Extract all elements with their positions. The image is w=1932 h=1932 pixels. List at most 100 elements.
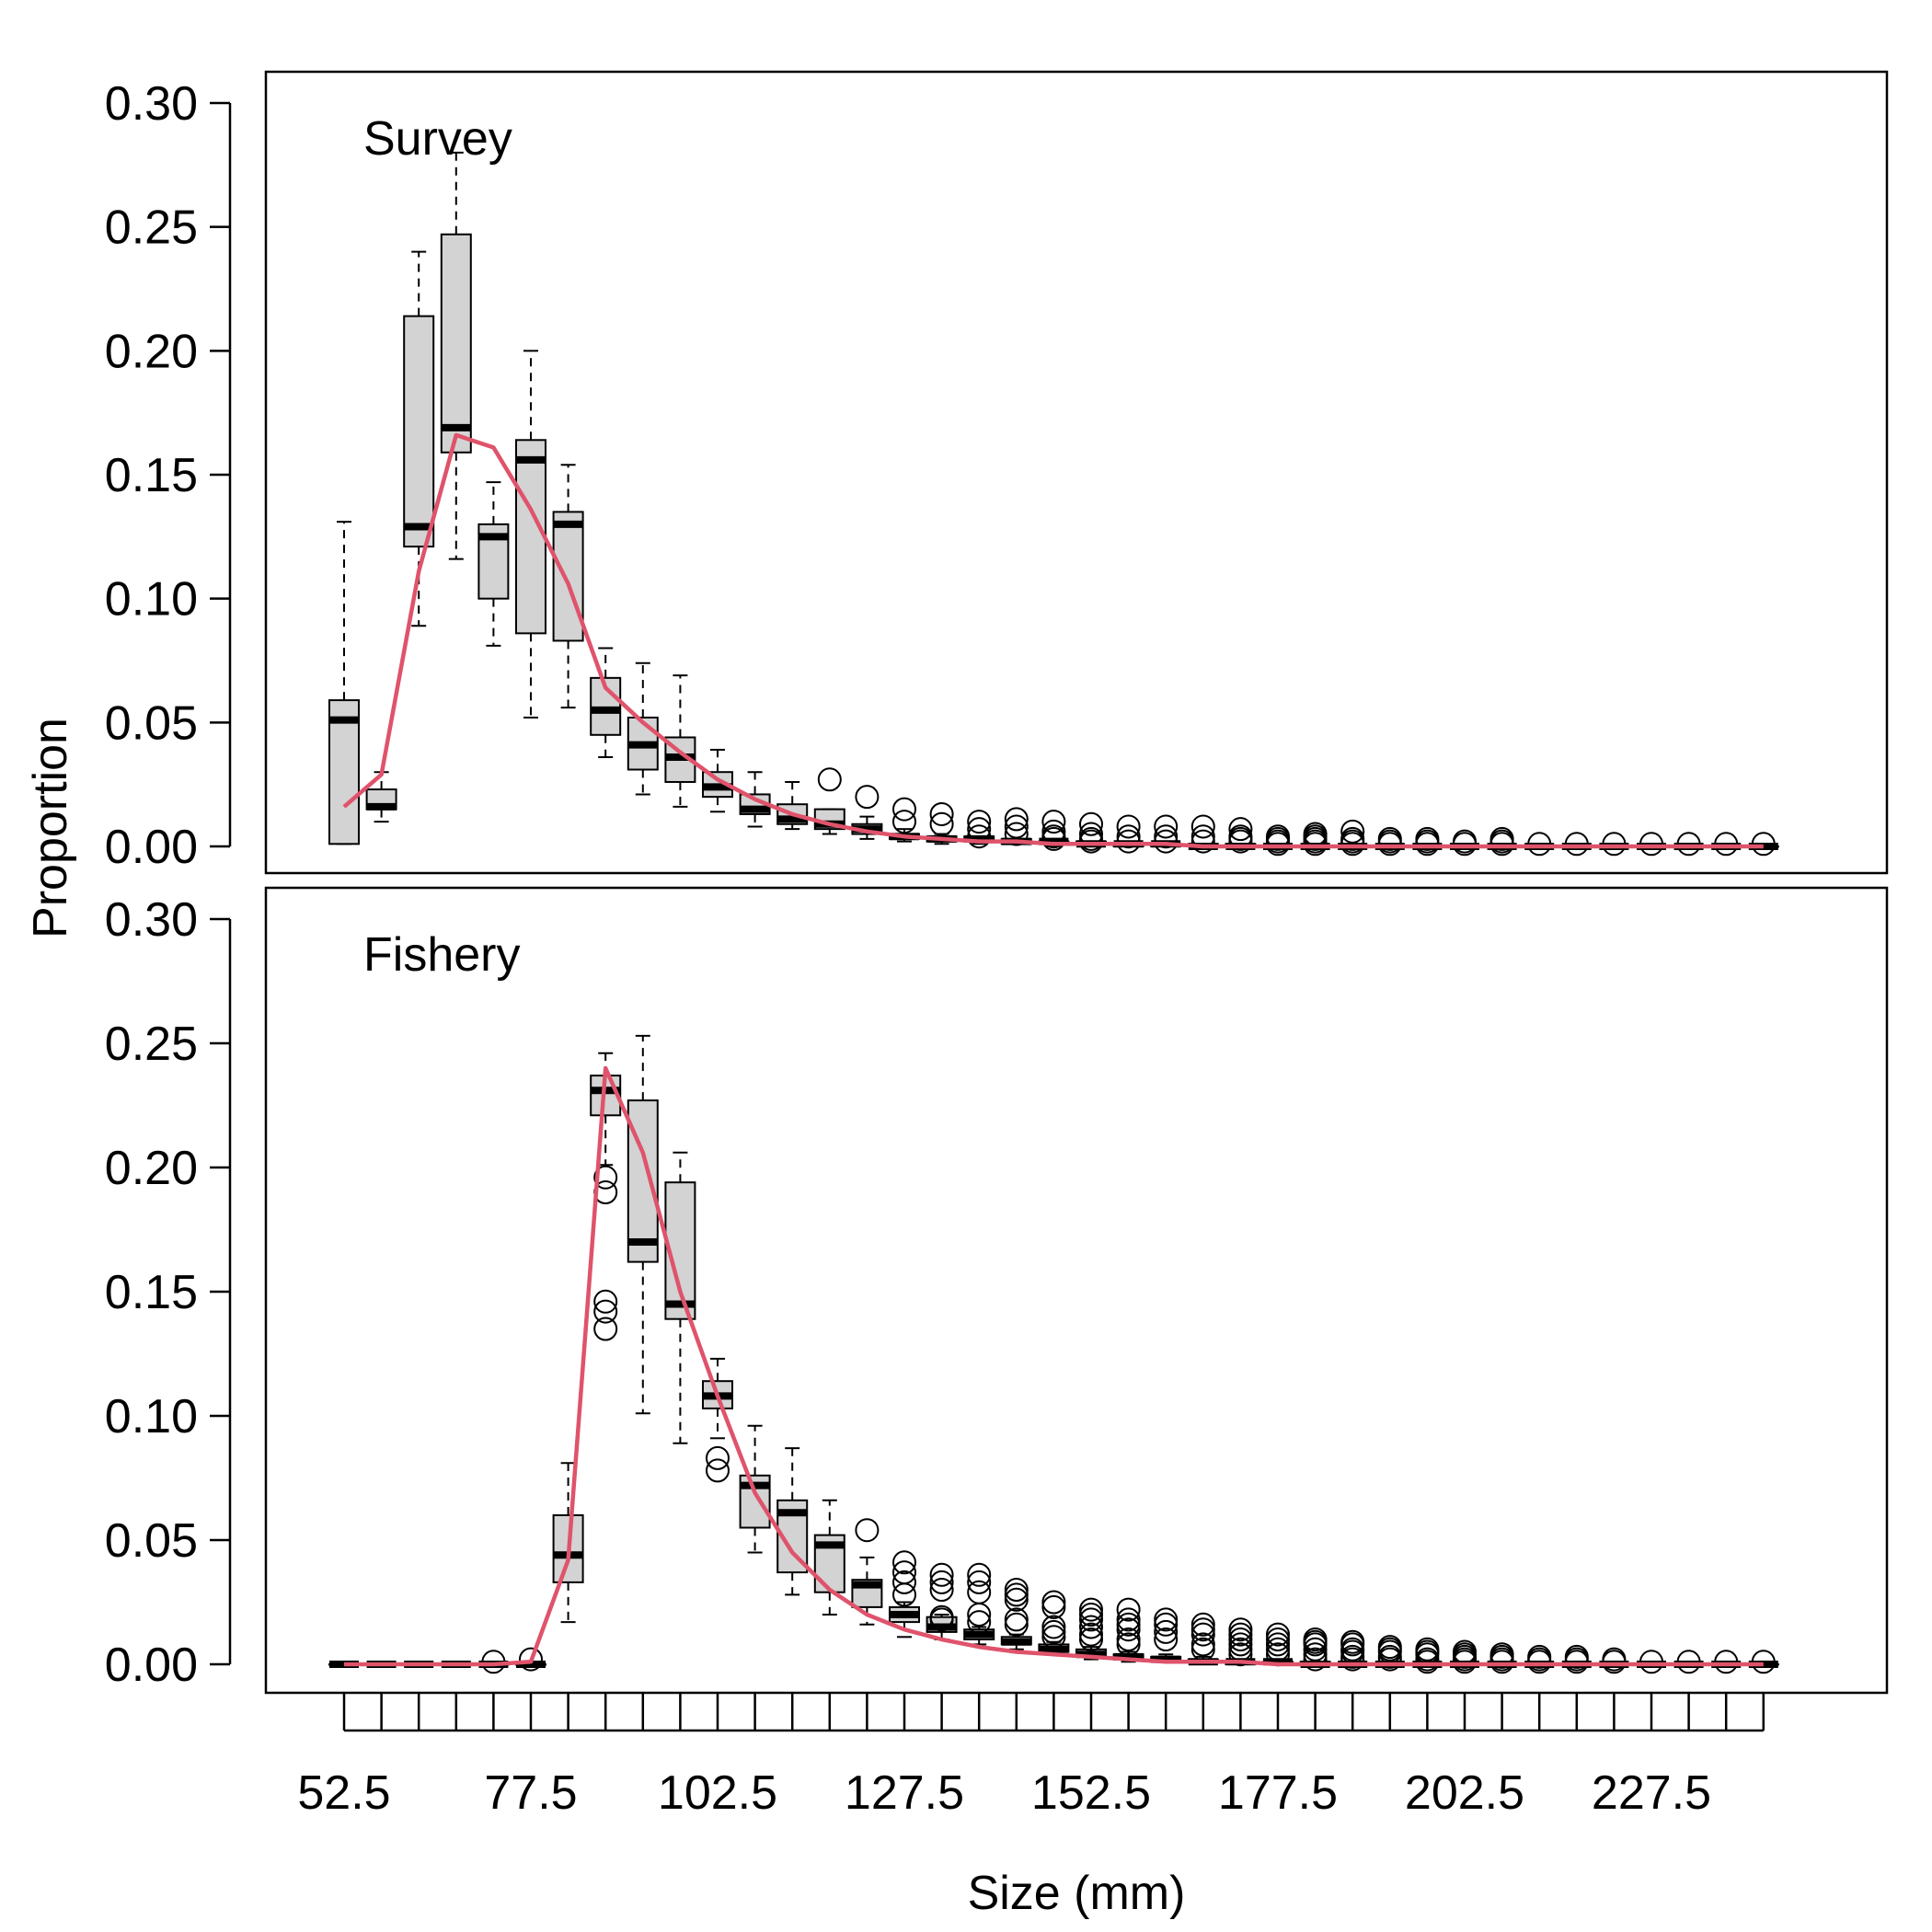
outlier-point <box>1154 1619 1179 1644</box>
box <box>889 1550 920 1639</box>
y-tick-label: 0.20 <box>105 325 198 378</box>
y-axis: 0.00 0.05 0.10 0.15 0.20 0.25 0.30 <box>105 77 232 874</box>
box <box>477 481 510 647</box>
outlier-point <box>1714 832 1739 857</box>
outlier-point <box>1340 832 1365 857</box>
outlier-point <box>967 1562 992 1587</box>
outlier-point <box>1190 1632 1215 1657</box>
outlier-point <box>1453 1650 1477 1674</box>
x-tick-label: 77.5 <box>484 1766 577 1820</box>
outlier-point <box>519 1647 543 1672</box>
outlier-point <box>1190 1622 1215 1647</box>
outlier-point <box>1154 814 1179 839</box>
outlier-point <box>1154 1612 1179 1637</box>
box-rect <box>440 233 472 454</box>
y-axis: 0.00 0.05 0.10 0.15 0.20 0.25 0.30 <box>105 893 232 1692</box>
outlier-point <box>1266 1632 1290 1657</box>
x-tick-label: 52.5 <box>297 1766 390 1820</box>
outlier-point <box>1116 824 1141 849</box>
outlier-point <box>892 1570 916 1594</box>
outlier-point <box>1303 832 1328 857</box>
outlier-point <box>1377 1647 1402 1672</box>
x-axis: 52.5 77.5 102.5 127.5 152.5 177.5 202.5 227.5 <box>297 1693 1765 1820</box>
outlier-point <box>1079 811 1103 836</box>
outlier-point <box>1228 1622 1253 1647</box>
box <box>1075 1597 1107 1661</box>
outlier-point <box>706 1458 730 1483</box>
box-rect <box>328 699 360 845</box>
outlier-point <box>1004 1612 1029 1637</box>
outlier-point <box>929 811 954 836</box>
outlier-point <box>1415 1650 1440 1674</box>
outlier-point <box>1004 1587 1029 1612</box>
outlier-point <box>1041 1594 1066 1619</box>
outlier-point <box>1004 1578 1029 1602</box>
outlier-point <box>1228 1642 1253 1667</box>
y-tick-label: 0.15 <box>105 449 198 502</box>
box-rect <box>552 1514 584 1583</box>
fit-line <box>344 1065 1764 1667</box>
outlier-point <box>1489 832 1514 857</box>
outlier-point <box>1303 1647 1328 1672</box>
box <box>1000 1578 1032 1650</box>
outlier-point <box>1154 829 1179 854</box>
x-tick-label: 177.5 <box>1218 1766 1338 1820</box>
outlier-point <box>855 785 880 810</box>
outlier-point <box>967 1603 992 1627</box>
box <box>440 151 472 560</box>
outlier-point <box>1116 1617 1141 1642</box>
box-rect <box>590 676 622 736</box>
outlier-point <box>1228 817 1253 842</box>
outlier-point <box>1602 832 1627 857</box>
outlier-point <box>1116 814 1141 839</box>
box <box>403 250 435 627</box>
y-tick-label: 0.25 <box>105 201 198 255</box>
outlier-point <box>1228 1632 1253 1657</box>
outlier-point <box>1190 1612 1215 1637</box>
panel-fishery: 0.00 0.05 0.10 0.15 0.20 0.25 0.30 Fishery <box>105 886 1889 1695</box>
x-tick-label: 152.5 <box>1031 1766 1151 1820</box>
outlier-point <box>1004 1582 1029 1607</box>
outlier-point <box>1340 1632 1365 1657</box>
outlier-point <box>892 1582 916 1607</box>
outlier-point <box>1154 824 1179 849</box>
outlier-point <box>1079 1607 1103 1632</box>
outlier-point <box>1228 829 1253 854</box>
panels: 0.000.050.100.150.200.250.30Survey0.000.… <box>105 70 1889 1695</box>
outlier-point <box>1041 1590 1066 1615</box>
outlier-point <box>929 1570 954 1594</box>
outlier-point <box>1266 1622 1290 1647</box>
box <box>851 1518 883 1626</box>
outlier-point <box>1116 1627 1141 1651</box>
outlier-point <box>1079 829 1103 854</box>
outlier-point <box>1041 1615 1066 1639</box>
outlier-point <box>1041 1625 1066 1650</box>
y-tick-label: 0.05 <box>105 1514 198 1568</box>
outlier-point <box>1564 1650 1589 1674</box>
outlier-point <box>706 1445 730 1470</box>
outlier-point <box>1751 832 1776 857</box>
outlier-point <box>593 1289 618 1314</box>
outlier-point <box>1116 1632 1141 1657</box>
y-tick-label: 0.10 <box>105 573 198 627</box>
outlier-point <box>1639 1650 1663 1674</box>
box <box>1038 1590 1070 1656</box>
outlier-point <box>1116 1612 1141 1637</box>
outlier-point <box>1041 1619 1066 1644</box>
outlier-point <box>1602 1650 1627 1674</box>
box <box>627 661 659 796</box>
outlier-point <box>1489 1650 1514 1674</box>
x-axis-title: Size (mm) <box>968 1867 1186 1920</box>
outlier-point <box>1116 1597 1141 1622</box>
y-tick-label: 0.20 <box>105 1142 198 1195</box>
outlier-point <box>1079 1615 1103 1639</box>
y-tick-label: 0.00 <box>105 821 198 874</box>
box <box>328 521 360 845</box>
x-tick-label: 102.5 <box>658 1766 777 1820</box>
outlier-point <box>1527 832 1552 857</box>
outlier-point <box>929 1562 954 1587</box>
outlier-point <box>855 1518 880 1543</box>
outlier-point <box>967 1610 992 1635</box>
outlier-point <box>1154 1607 1179 1632</box>
